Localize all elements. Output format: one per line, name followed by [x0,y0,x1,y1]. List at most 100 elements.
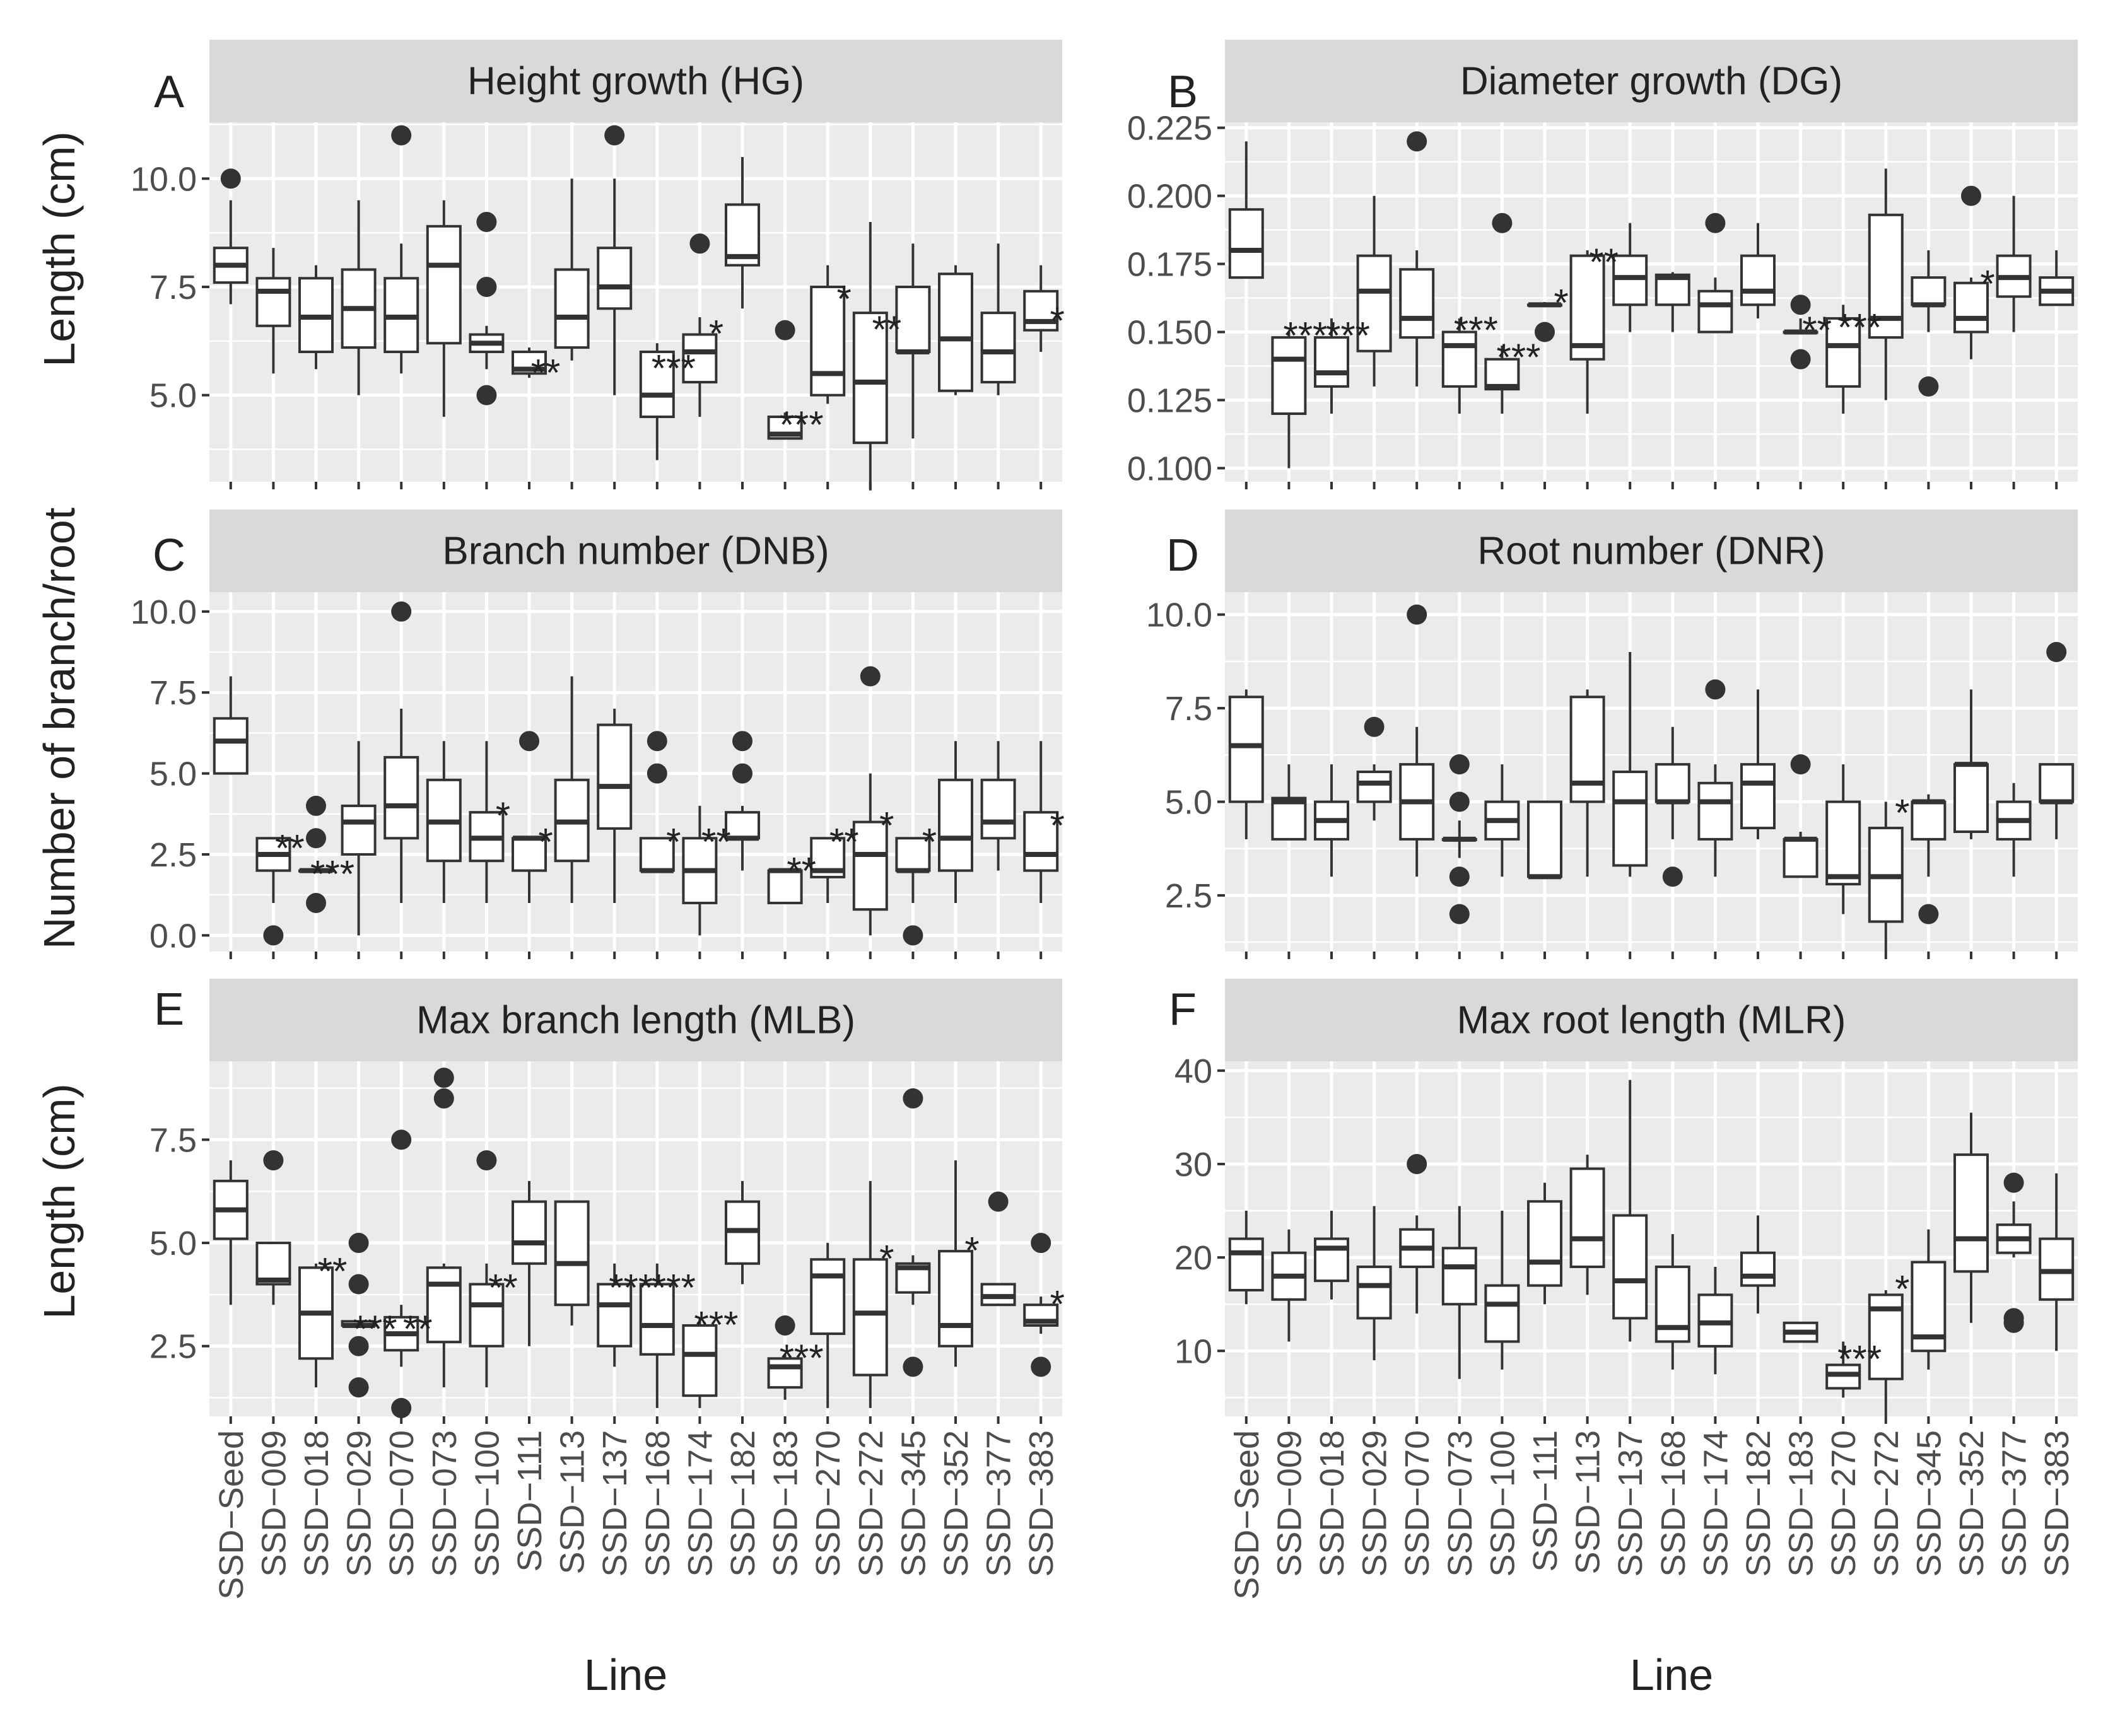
significance-label: *** [780,404,824,446]
outlier-point [860,666,881,687]
box-ssd-113 [554,676,590,903]
iqr-box [255,277,291,327]
iqr-box [1271,336,1307,416]
box-ssd-352 [1953,1112,1989,1323]
outlier-point [391,1129,412,1150]
box-ssd-352 [938,265,973,395]
box-ssd-100 [1484,1211,1520,1370]
significance-label: *** [1837,1338,1882,1380]
box-ssd-073 [426,200,462,417]
significance-label: *** [1454,309,1498,351]
iqr-box [426,224,462,345]
x-axis-title-left: Line [584,1650,667,1699]
iqr-box [554,1200,590,1307]
significance-label: *** [310,853,354,895]
box-ssd-352 [938,741,973,903]
outlier-point [1364,716,1385,737]
iqr-box [597,1283,633,1348]
outlier-point [1449,866,1470,887]
box-ssd-100 [1484,213,1520,414]
outlier-point [604,125,625,146]
iqr-box [1911,800,1947,841]
y-tick-label: 40 [1174,1052,1212,1090]
box-ssd-111 [1527,1182,1562,1305]
box-ssd-270 [1825,764,1861,914]
significance-label: * [538,820,553,863]
significance-label: ** [701,820,731,863]
outlier-point [1705,213,1726,233]
iqr-box [852,312,888,445]
y-tick-label: 7.5 [149,674,197,712]
box-ssd-070 [1399,1153,1435,1314]
iqr-box [1023,811,1059,872]
panel-e-plot-area [209,1061,1062,1416]
iqr-box [1356,771,1392,803]
box-ssd-029 [1356,716,1392,821]
iqr-box [213,717,249,775]
box-ssd-377 [980,1191,1016,1307]
outlier-point [732,763,752,784]
iqr-box [639,1283,675,1356]
y-tick-label: 0.150 [1127,314,1212,352]
panel-c-plot-area [209,592,1062,952]
box-ssd-272 [852,666,888,936]
panel-c-boxes [213,601,1059,946]
panel-f-boxes [1228,1080,2075,1416]
box-ssd-070 [1399,131,1435,387]
iqr-box [512,1200,547,1265]
iqr-box [639,837,675,872]
significance-label: * [1554,282,1568,324]
x-tick-label-ssd-seed: SSD−Seed [213,1430,250,1600]
outlier-point [306,795,326,816]
outlier-point [775,1315,795,1336]
panel-a-significance: ** ********** * [531,278,1065,446]
panel-f-significance: **** [1837,1268,1909,1380]
outlier-point [2003,1172,2024,1193]
box-ssd-168 [639,1263,675,1408]
iqr-box [1569,254,1605,361]
iqr-box [767,1357,803,1389]
box-ssd-182 [1740,689,1776,839]
x-tick-label-ssd-272: SSD−272 [1868,1430,1906,1577]
outlier-point [1407,131,1427,152]
panel-c-strip [209,510,1062,592]
x-tick-label-ssd-270: SSD−270 [809,1430,847,1577]
box-ssd-018 [1314,764,1349,877]
box-ssd-073 [1441,1206,1477,1379]
outlier-point [1407,1153,1427,1174]
x-tick-label-ssd-272: SSD−272 [852,1430,890,1577]
box-ssd-113 [1569,250,1605,414]
box-ssd-377 [1996,195,2032,332]
outlier-point [647,763,667,784]
box-ssd-352 [938,1160,973,1367]
panel-d-y-axis: 2.5 5.0 7.5 10.0 [1146,597,1225,915]
panel-b-x-axis [1244,482,2058,489]
box-ssd-174 [682,233,718,417]
outlier-point [306,892,326,913]
panel-c-significance: ******* * ****** * * * [275,795,1065,895]
box-ssd-168 [1654,1234,1690,1370]
y-tick-label: 0.100 [1127,450,1212,487]
outlier-point [1449,754,1470,775]
significance-label: * [496,795,510,837]
panel-d: Root number (DNR) D 2.5 5.0 7.5 10.0 * [1146,510,2078,959]
y-tick-label: 0.0 [149,917,197,955]
outlier-point [1449,904,1470,924]
x-tick-label-ssd-168: SSD−168 [1654,1430,1692,1577]
x-tick-label-ssd-352: SSD−352 [937,1430,975,1577]
significance-label: *** [353,1308,397,1350]
box-ssd-seed [1228,689,1264,839]
box-ssd-073 [1441,754,1477,924]
box-ssd-174 [682,805,718,936]
x-tick-label-ssd-029: SSD−029 [341,1430,378,1577]
panel-a: Height growth (HG)A5.07.510.0** *********… [131,40,1065,491]
significance-label: *** [652,347,696,390]
iqr-box [1569,1167,1605,1268]
iqr-box [1612,254,1648,306]
panel-f-plot-area [1225,1061,2078,1416]
significance-label: ** [829,820,859,863]
panel-c: Branch number (DNB)C0.02.55.07.510.0****… [131,510,1065,959]
panel-a-plot-area [209,122,1062,482]
iqr-box [938,272,973,392]
box-ssd-270 [810,837,846,903]
